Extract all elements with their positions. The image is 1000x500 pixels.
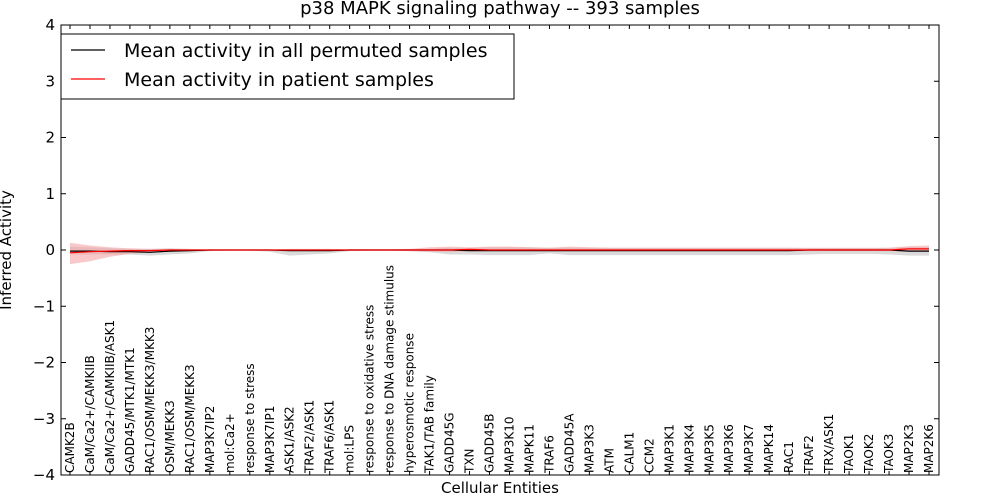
x-tick-label: mol:LPS <box>343 425 357 473</box>
x-tick-label: GADD45G <box>443 412 457 473</box>
legend-label-permuted: Mean activity in all permuted samples <box>124 40 487 62</box>
x-axis-title: Cellular Entities <box>441 479 559 497</box>
x-tick-label: MAP3K1 <box>662 424 676 473</box>
y-tick-label: −2 <box>33 354 55 372</box>
x-tick-label: response to stress <box>243 363 257 473</box>
band-series-1 <box>70 242 929 265</box>
x-tick-label: response to DNA damage stimulus <box>383 265 397 473</box>
x-tick-label: RAC1/OSM/MEKK3/MKK3 <box>143 327 157 473</box>
x-tick-label: CCM2 <box>642 438 656 473</box>
x-tick-label: MAP3K7 <box>742 424 756 473</box>
x-tick-label: MAP3K3 <box>582 424 596 473</box>
x-tick-label: GADD45A <box>562 413 576 473</box>
x-tick-label: response to oxidative stress <box>363 305 377 473</box>
x-tick-label: MAP2K3 <box>902 424 916 473</box>
x-tick-label: GADD45/MTK1/MTK1 <box>123 347 137 473</box>
x-tick-label: TAK1/TAB family <box>423 375 437 474</box>
y-tick-label: 0 <box>45 241 55 259</box>
x-tick-label: TXN <box>463 448 477 474</box>
x-tick-label: TRAF6/ASK1 <box>323 400 337 474</box>
x-tick-label: MAPK11 <box>522 424 536 473</box>
legend-label-patient: Mean activity in patient samples <box>124 69 434 91</box>
y-tick-label: 2 <box>45 129 55 147</box>
x-tick-label: CAMK2B <box>63 422 77 473</box>
x-tick-label: mol:Ca2+ <box>223 413 237 473</box>
y-tick-label: −1 <box>33 297 55 315</box>
x-tick-label: MAP3K6 <box>722 424 736 473</box>
x-tick-label: MAP3K7IP2 <box>203 406 217 473</box>
x-tick-label: ASK1/ASK2 <box>283 406 297 473</box>
x-tick-label: TAOK2 <box>862 434 876 474</box>
y-tick-label: 4 <box>45 16 55 34</box>
y-tick-label: 1 <box>45 185 55 203</box>
x-tick-label: RAC1/OSM/MEKK3 <box>183 364 197 473</box>
x-tick-label: CaM/Ca2+/CAMKIIB/ASK1 <box>103 320 117 473</box>
y-axis: 4 3 2 1 0 −1 −2 −3 −4 <box>33 16 939 484</box>
x-tick-label: MAP3K5 <box>702 424 716 473</box>
y-tick-label: −4 <box>33 466 55 484</box>
x-tick-label: CALM1 <box>622 432 636 473</box>
y-tick-label: 3 <box>45 72 55 90</box>
x-tick-label: TRAF2 <box>802 435 816 474</box>
x-tick-label: MAP3K4 <box>682 424 696 473</box>
y-tick-label: −3 <box>33 410 55 428</box>
x-tick-label: MAPK14 <box>762 424 776 473</box>
x-tick-label: TRAF2/ASK1 <box>303 400 317 474</box>
x-tick-label: MAP3K10 <box>502 416 516 473</box>
x-tick-label: CaM/Ca2+/CAMKIIB <box>83 355 97 473</box>
series-lines <box>69 248 929 254</box>
x-tick-label: RAC1 <box>782 441 796 473</box>
legend: Mean activity in all permuted samples Me… <box>60 33 515 100</box>
confidence-bands <box>70 242 929 265</box>
x-tick-label: hyperosmotic response <box>403 333 417 473</box>
legend-box <box>60 33 515 100</box>
x-tick-label: TAOK3 <box>882 434 896 474</box>
x-tick-label: TAOK1 <box>842 434 856 474</box>
x-tick-label: GADD45B <box>483 414 497 473</box>
x-tick-label: ATM <box>602 448 616 473</box>
line-series-1 <box>69 248 929 254</box>
chart-title: p38 MAPK signaling pathway -- 393 sample… <box>300 0 700 19</box>
x-tick-label: MAP3K7IP1 <box>263 406 277 473</box>
x-axis: CAMK2B CaM/Ca2+/CAMKIIB CaM/Ca2+/CAMKIIB/A… <box>63 25 936 475</box>
y-axis-title: Inferred Activity <box>0 190 15 310</box>
x-tick-label: OSM/MEKK3 <box>163 400 177 473</box>
x-tick-label: TRX/ASK1 <box>822 414 836 474</box>
x-tick-label: TRAF6 <box>542 435 556 474</box>
x-tick-label: MAP2K6 <box>922 424 936 473</box>
